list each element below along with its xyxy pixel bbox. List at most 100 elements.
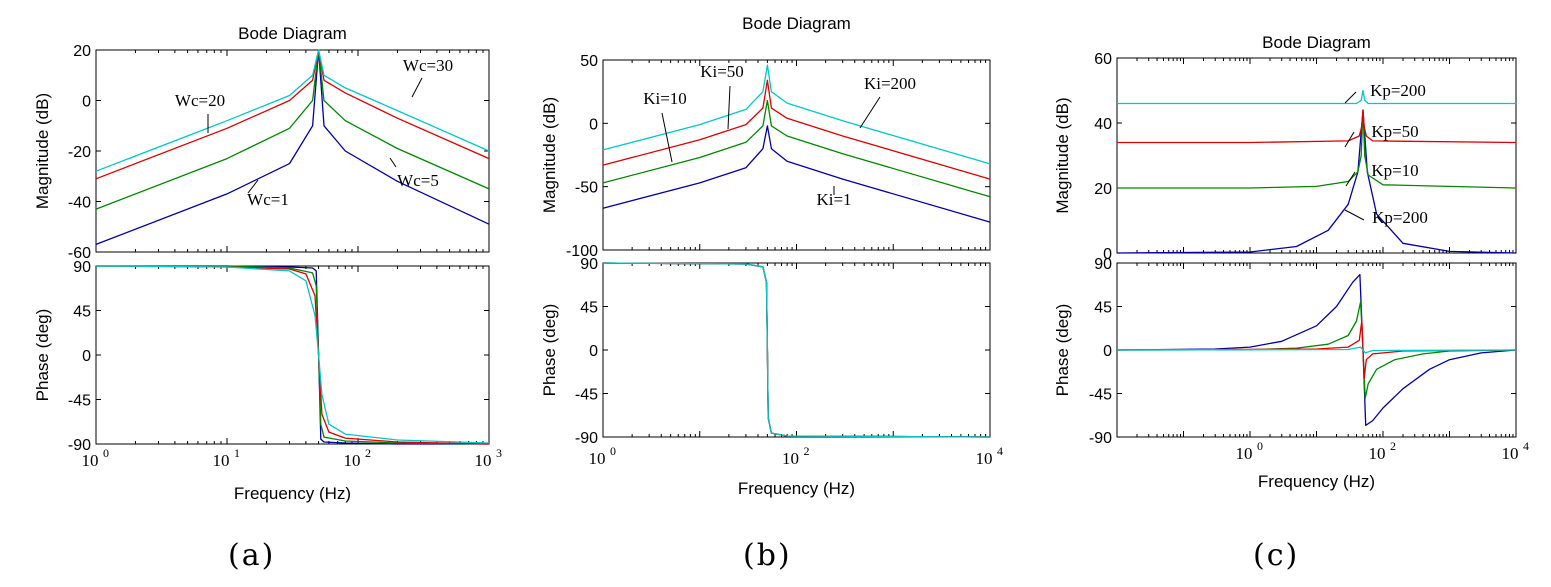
- magnitude-panel: 50 0 -50 -100 Magnitude (dB): [540, 53, 991, 260]
- series-annotation: Wc=1: [247, 190, 289, 209]
- series-annotation: Wc=30: [403, 56, 453, 75]
- magnitude-series-kp-10: [1117, 109, 1517, 189]
- x-tick-label-exponent: 0: [610, 444, 616, 458]
- annotation-leader: [1344, 131, 1355, 148]
- x-tick-label-exponent: 2: [365, 446, 371, 460]
- phase-series-wc-1: [96, 265, 489, 445]
- x-tick-label-exponent: 0: [1257, 439, 1263, 453]
- x-tick-label-exponent: 2: [804, 444, 810, 458]
- annotation-leader: [1345, 171, 1356, 187]
- magnitude-series-kp-1: [1116, 109, 1517, 254]
- phase-series-wc-5: [96, 265, 490, 445]
- phase-series-ki-50: [602, 262, 991, 438]
- caption-b: (b): [743, 538, 792, 573]
- phase-y-tick-label: -45: [68, 393, 91, 410]
- phase-y-tick-label: 90: [73, 259, 91, 276]
- x-axis-label: Frequency (Hz): [738, 479, 855, 498]
- magnitude-y-tick-label: -40: [68, 195, 91, 212]
- magnitude-y-tick-label: -20: [68, 144, 91, 161]
- series-annotation: Wc=5: [397, 171, 439, 190]
- x-axis-label: Frequency (Hz): [234, 484, 351, 503]
- phase-y-tick-label: 0: [589, 343, 598, 360]
- phase-y-tick-label: 45: [580, 300, 598, 317]
- annotation-leader: [389, 157, 397, 168]
- x-tick-label: 10: [475, 451, 492, 470]
- x-tick-label: 10: [1369, 444, 1386, 463]
- magnitude-y-tick-label: 40: [1094, 116, 1112, 133]
- x-tick-label-exponent: 4: [1523, 439, 1529, 453]
- magnitude-y-axis-label: Magnitude (dB): [1053, 97, 1072, 213]
- series-annotation: Ki=10: [643, 89, 687, 108]
- annotation-leader: [727, 85, 731, 130]
- chart-title: Bode Diagram: [1262, 33, 1371, 52]
- phase-panel: 90 45 0 -45 -90 Phase (deg): [540, 256, 991, 447]
- magnitude-y-tick-label: -100: [566, 243, 598, 260]
- chart-title: Bode Diagram: [238, 24, 347, 43]
- phase-y-axis-label: Phase (deg): [1053, 304, 1072, 397]
- magnitude-series-kp-50: [1117, 109, 1517, 144]
- phase-y-tick-label: 0: [1103, 343, 1112, 360]
- magnitude-y-tick-label: -60: [68, 245, 91, 262]
- series-annotation: Ki=50: [700, 62, 744, 81]
- caption-c: (c): [1253, 538, 1300, 573]
- magnitude-series-ki-10: [602, 99, 991, 198]
- x-tick-label: 10: [213, 451, 230, 470]
- magnitude-y-tick-label: 20: [73, 43, 91, 60]
- magnitude-y-axis-label: Magnitude (dB): [540, 97, 559, 213]
- phase-series-wc-30: [95, 265, 490, 444]
- x-tick-label: 10: [976, 449, 993, 468]
- x-tick-label: 10: [344, 451, 361, 470]
- phase-series-ki-200: [602, 262, 991, 438]
- series-annotation: Kp=200: [1370, 81, 1426, 100]
- annotation-leader: [661, 112, 673, 163]
- magnitude-series-ki-1: [602, 125, 991, 223]
- series-annotation: Ki=200: [864, 74, 916, 93]
- magnitude-axes-box: [1116, 57, 1517, 254]
- x-tick-label-exponent: 0: [103, 446, 109, 460]
- x-tick-label-exponent: 2: [1390, 439, 1396, 453]
- magnitude-series-wc-30: [95, 49, 490, 172]
- magnitude-series-wc-1: [95, 49, 490, 246]
- magnitude-series-ki-200: [602, 64, 991, 165]
- phase-y-axis-label: Phase (deg): [540, 304, 559, 397]
- phase-y-tick-label: -45: [575, 387, 598, 404]
- phase-series-kp-200: [1116, 346, 1517, 354]
- series-annotation: Kp=200: [1372, 208, 1428, 227]
- x-tick-label-exponent: 4: [997, 444, 1003, 458]
- annotation-leader: [411, 77, 423, 98]
- annotation-leader: [247, 179, 259, 194]
- magnitude-y-tick-label: 0: [589, 116, 598, 133]
- series-annotation: Wc=20: [175, 91, 225, 110]
- phase-y-tick-label: 0: [82, 348, 91, 365]
- magnitude-series-ki-50: [602, 79, 991, 180]
- magnitude-y-tick-label: -50: [575, 180, 598, 197]
- phase-y-axis-label: Phase (deg): [33, 309, 52, 402]
- magnitude-panel: 60 40 20 0 Magnitude (dB): [1053, 51, 1517, 263]
- phase-panel: 90 45 0 -45 -90 Phase (deg): [33, 259, 490, 454]
- phase-series-ki-10: [602, 262, 991, 438]
- x-tick-label: 10: [1236, 444, 1253, 463]
- series-annotation: Ki=1: [816, 190, 851, 209]
- magnitude-y-tick-label: 0: [1103, 246, 1112, 263]
- phase-y-tick-label: -90: [68, 437, 91, 454]
- x-tick-label: 10: [589, 449, 606, 468]
- magnitude-panel: 20 0 -20 -40 -60 Magnitude (dB): [33, 43, 490, 262]
- phase-axes-box: [95, 265, 490, 445]
- x-tick-label-exponent: 3: [496, 446, 502, 460]
- magnitude-y-tick-label: 20: [1094, 181, 1112, 198]
- phase-panel: 90 45 0 -45 -90 Phase (deg): [1053, 256, 1517, 447]
- phase-y-tick-label: 45: [1094, 300, 1112, 317]
- phase-y-tick-label: -90: [1089, 430, 1112, 447]
- x-tick-label-exponent: 1: [234, 446, 240, 460]
- phase-y-tick-label: 90: [1094, 256, 1112, 273]
- phase-y-tick-label: -45: [1089, 387, 1112, 404]
- phase-y-tick-label: 90: [580, 256, 598, 273]
- phase-y-tick-label: -90: [575, 430, 598, 447]
- caption-a: (a): [228, 538, 276, 573]
- phase-series-ki-1: [602, 262, 991, 438]
- x-tick-label: 10: [82, 451, 99, 470]
